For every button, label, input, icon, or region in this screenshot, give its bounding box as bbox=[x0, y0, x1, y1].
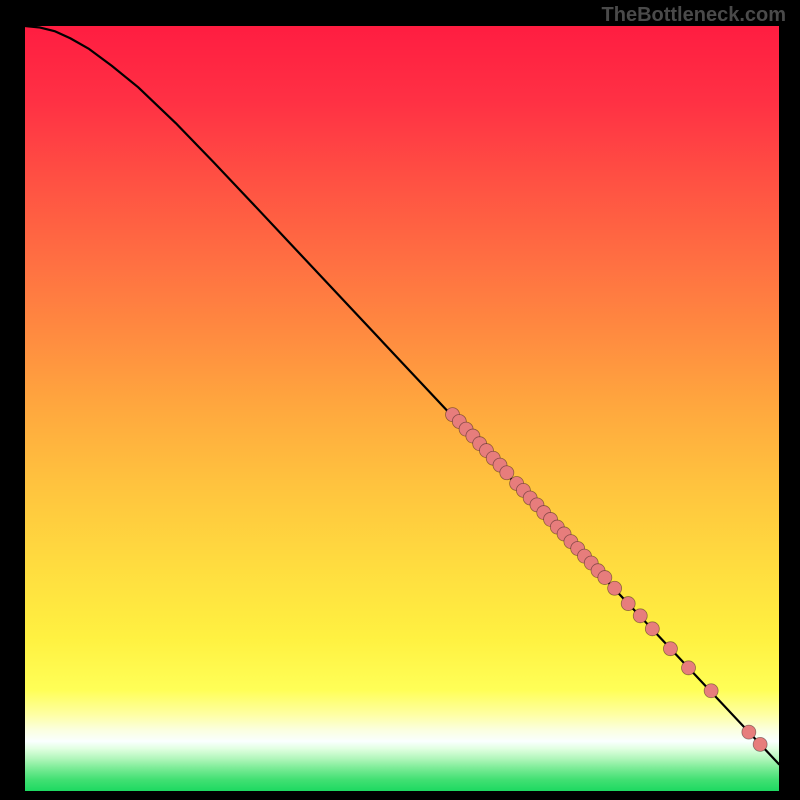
scatter-point bbox=[633, 609, 647, 623]
attribution-text: TheBottleneck.com bbox=[602, 4, 786, 27]
scatter-point bbox=[753, 737, 767, 751]
chart-svg bbox=[0, 0, 800, 800]
scatter-point bbox=[742, 725, 756, 739]
scatter-point bbox=[621, 597, 635, 611]
plot-background bbox=[25, 26, 779, 791]
scatter-point bbox=[500, 466, 514, 480]
scatter-point bbox=[704, 684, 718, 698]
scatter-point bbox=[645, 622, 659, 636]
scatter-point bbox=[663, 642, 677, 656]
scatter-point bbox=[682, 661, 696, 675]
chart-container: TheBottleneck.com bbox=[0, 0, 800, 800]
scatter-point bbox=[608, 581, 622, 595]
scatter-point bbox=[598, 571, 612, 585]
